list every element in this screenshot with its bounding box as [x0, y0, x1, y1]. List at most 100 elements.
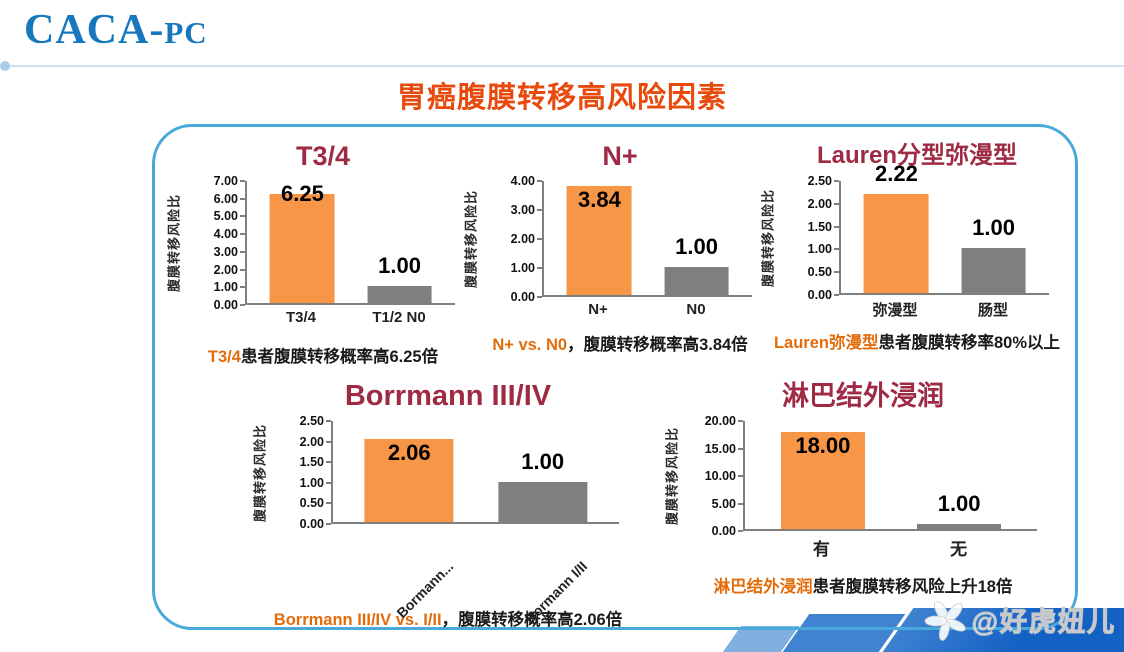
- y-tick: 6.00: [214, 192, 245, 206]
- chart-title: T3/4: [295, 141, 351, 171]
- bar-value-label: 1.00: [972, 215, 1015, 241]
- x-category-label: N+: [588, 301, 608, 318]
- page-title: 胃癌腹膜转移高风险因素: [396, 82, 727, 114]
- y-tick: 0.00: [808, 288, 839, 302]
- y-axis-label: 腹膜转移风险比: [166, 193, 182, 293]
- bar-Bormann...: [364, 438, 454, 522]
- slide-header: CACA-PC: [0, 0, 1124, 60]
- chart-caption: N+ vs. N0，腹膜转移概率高3.84倍: [476, 331, 764, 355]
- y-tick: 0.00: [300, 517, 331, 531]
- caption-highlight: Borrmann III/IV vs. I/II: [273, 611, 442, 629]
- y-tick: 20.00: [705, 414, 743, 428]
- y-axis-ticks: 0.00 1.00 2.00 3.00 4.00: [496, 174, 542, 304]
- y-tick: 0.00: [712, 524, 743, 538]
- y-tick: 2.00: [511, 232, 542, 246]
- bar-无: [917, 523, 1002, 529]
- header-divider-line: [0, 61, 1124, 71]
- y-tick: 2.00: [214, 263, 245, 277]
- x-category-label: 肠型: [977, 302, 1008, 319]
- bar-slot: 6.25: [261, 181, 344, 303]
- y-tick: 2.00: [808, 197, 839, 211]
- caption-text: 患者腹膜转移率80%以上: [878, 334, 1061, 352]
- chart-t34: T3/4 腹膜转移风险比 0.00 1.00 2.00 3.00 4.00 5.00 6.0…: [167, 137, 467, 367]
- y-axis-label: 腹膜转移风险比: [664, 426, 680, 526]
- y-tick: 7.00: [214, 174, 245, 188]
- y-tick: 15.00: [705, 442, 743, 456]
- bar-value-label: 1.00: [937, 490, 981, 516]
- chart-title: Borrmann III/IV: [344, 380, 552, 412]
- y-tick: 3.00: [511, 203, 542, 217]
- x-category-label: Bormann I/II: [521, 558, 591, 627]
- y-tick: 4.00: [511, 174, 542, 188]
- bar-有: [780, 431, 865, 529]
- watermark: @好虎妞儿: [924, 596, 1116, 642]
- y-tick: 2.50: [300, 414, 331, 428]
- chart-lauren-diffuse: Lauren分型弥漫型 腹膜转移风险比 0.00 0.50 1.00 1.50 2.00…: [761, 137, 1061, 367]
- y-tick: 0.50: [808, 265, 839, 279]
- caption-highlight: N+ vs. N0: [492, 336, 568, 354]
- y-tick: 1.00: [511, 261, 542, 275]
- bar-N0: [664, 266, 729, 295]
- x-category-label: T1/2 N0: [372, 309, 426, 326]
- chart-extranodal-invasion: 淋巴结外浸润 腹膜转移风险比 0.00 5.00 10.00 15.00 20.00 1…: [665, 377, 1049, 630]
- plot-area: 2.06 1.00: [331, 421, 619, 524]
- bar-T1/2 N0: [367, 285, 432, 303]
- caption-text: 患者腹膜转移风险上升18倍: [812, 578, 1013, 596]
- y-tick: 5.00: [214, 209, 245, 223]
- charts-panel: T3/4 腹膜转移风险比 0.00 1.00 2.00 3.00 4.00 5.00 6.0…: [152, 124, 1078, 630]
- x-axis-labels: N+ N0: [542, 301, 752, 325]
- y-tick: 2.50: [808, 174, 839, 188]
- chart-body: 腹膜转移风险比 0.00 0.50 1.00 1.50 2.00 2.50 2.06 1.0…: [253, 414, 631, 531]
- bar-slot: 18.00: [764, 421, 881, 529]
- bar-肠型: [961, 248, 1026, 293]
- bar-value-label: 6.25: [281, 181, 324, 207]
- y-axis-ticks: 0.00 0.50 1.00 1.50 2.00 2.50: [285, 414, 331, 531]
- y-tick: 1.00: [300, 476, 331, 490]
- y-tick: 3.00: [214, 245, 245, 259]
- chart-body: 腹膜转移风险比 0.00 5.00 10.00 15.00 20.00 18.00 1.0…: [665, 414, 1049, 538]
- caption-text: ，腹膜转移概率高3.84倍: [567, 336, 748, 354]
- chart-caption: Lauren弥漫型患者腹膜转移率80%以上: [773, 329, 1061, 353]
- y-tick: 10.00: [705, 469, 743, 483]
- y-axis-ticks: 0.00 1.00 2.00 3.00 4.00 5.00 6.00 7.00: [199, 174, 245, 312]
- chart-borrmann: Borrmann III/IV 腹膜转移风险比 0.00 0.50 1.00 1.50…: [253, 377, 631, 630]
- plot-area: 3.84 1.00: [542, 181, 752, 297]
- bar-slot: 1.00: [358, 181, 441, 303]
- watermark-text: @好虎妞儿: [971, 606, 1116, 637]
- charts-row-top: T3/4 腹膜转移风险比 0.00 1.00 2.00 3.00 4.00 5.00 6.0…: [167, 137, 1061, 367]
- bar-slot: 2.22: [855, 161, 938, 293]
- x-axis-labels: 弥漫型 肠型: [839, 299, 1049, 323]
- y-axis-ticks: 0.00 0.50 1.00 1.50 2.00 2.50: [793, 174, 839, 302]
- x-category-label: Bormann...: [392, 558, 456, 622]
- caption-highlight: T3/4: [207, 348, 241, 366]
- x-category-label: 无: [950, 540, 968, 559]
- bar-value-label: 2.22: [875, 160, 918, 186]
- brand-logo: CACA-PC: [24, 7, 208, 53]
- bar-value-label: 2.06: [387, 439, 431, 465]
- bar-N+: [567, 185, 632, 295]
- x-category-label: T3/4: [285, 309, 316, 326]
- x-category-label: 弥漫型: [872, 302, 918, 319]
- y-axis-ticks: 0.00 5.00 10.00 15.00 20.00: [697, 414, 743, 538]
- x-axis-labels: 有无: [743, 535, 1037, 559]
- plot-area: 2.22 1.00: [839, 161, 1049, 295]
- plot-area: 6.25 1.00: [245, 181, 455, 305]
- caption-highlight: Lauren弥漫型: [773, 334, 879, 352]
- charts-row-bottom: Borrmann III/IV 腹膜转移风险比 0.00 0.50 1.00 1.50…: [179, 377, 1061, 630]
- chart-title: 淋巴结外浸润: [782, 381, 944, 411]
- y-tick: 1.50: [808, 220, 839, 234]
- x-axis-labels: Bormann... Bormann I/II: [331, 528, 619, 627]
- y-tick: 0.00: [511, 290, 542, 304]
- brand-main-text: CACA-: [24, 7, 165, 53]
- chart-body: 腹膜转移风险比 0.00 0.50 1.00 1.50 2.00 2.50 2.22 1.0…: [761, 161, 1061, 302]
- chart-title: Lauren分型弥漫型: [816, 142, 1017, 169]
- caption-text: 患者腹膜转移概率高6.25倍: [240, 348, 439, 366]
- bar-slot: 1.00: [952, 181, 1035, 293]
- brand-sub-text: PC: [164, 15, 208, 50]
- chart-caption: 淋巴结外浸润患者腹膜转移风险上升18倍: [677, 573, 1049, 597]
- chart-caption: T3/4患者腹膜转移概率高6.25倍: [179, 343, 467, 367]
- bar-slot: 3.84: [558, 181, 641, 295]
- bar-value-label: 1.00: [378, 252, 421, 278]
- bar-T3/4: [270, 194, 335, 303]
- y-tick: 1.00: [214, 280, 245, 294]
